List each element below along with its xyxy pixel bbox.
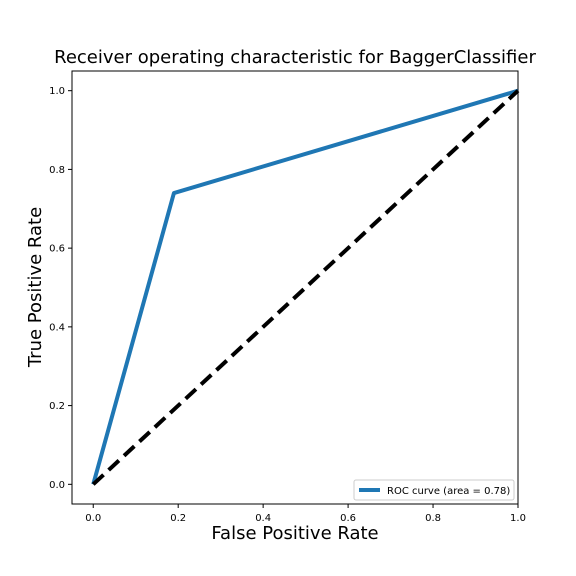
x-axis-label: False Positive Rate xyxy=(211,523,378,544)
chart-title: Receiver operating characteristic for Ba… xyxy=(54,47,536,68)
roc-curve-line xyxy=(91,88,519,485)
legend-box xyxy=(353,479,515,501)
x-tick-label: 0.6 xyxy=(340,513,356,524)
chance-diagonal-line xyxy=(91,89,520,486)
y-tick-label: 0.8 xyxy=(49,165,65,176)
y-axis: 0.0 0.2 0.4 0.6 0.8 1.0 xyxy=(49,86,72,491)
y-tick-label: 0.0 xyxy=(49,480,65,491)
series-layer xyxy=(91,88,520,486)
x-tick-label: 0.8 xyxy=(425,513,441,524)
plot-area: 0.0 0.2 0.4 0.6 0.8 1.0 0.0 0.2 0.4 0.6 0.8 1.0 xyxy=(49,70,526,524)
legend-label: ROC curve (area = 0.78) xyxy=(387,486,510,497)
x-tick-label: 1.0 xyxy=(510,513,526,524)
x-tick-label: 0.2 xyxy=(170,513,186,524)
y-axis-label: True Positive Rate xyxy=(25,207,46,368)
y-tick-label: 0.2 xyxy=(49,401,65,412)
y-tick-label: 1.0 xyxy=(49,86,65,97)
x-tick-label: 0.4 xyxy=(255,513,271,524)
y-tick-label: 0.4 xyxy=(49,322,65,333)
x-tick-label: 0.0 xyxy=(85,513,101,524)
plot-frame xyxy=(71,70,519,505)
legend: ROC curve (area = 0.78) xyxy=(353,479,515,501)
x-axis: 0.0 0.2 0.4 0.6 0.8 1.0 xyxy=(85,504,526,524)
y-tick-label: 0.6 xyxy=(49,244,65,255)
